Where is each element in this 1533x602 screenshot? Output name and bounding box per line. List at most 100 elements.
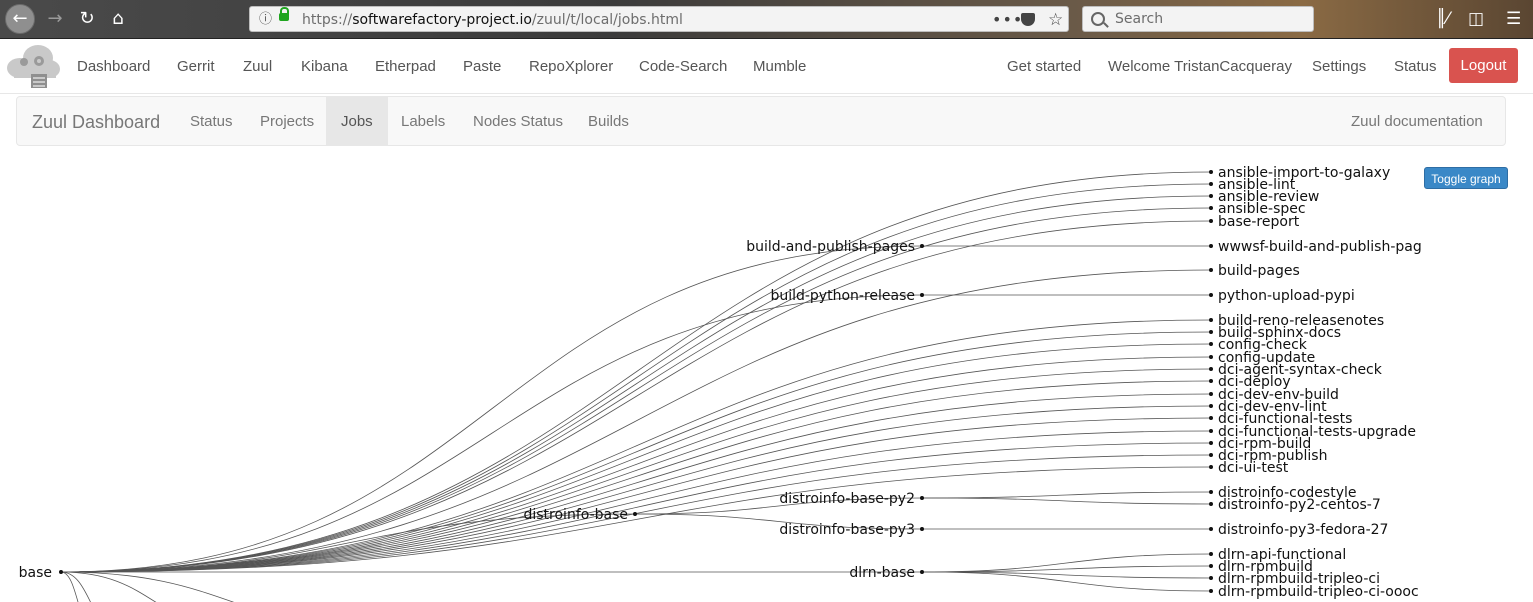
nav-etherpad[interactable]: Etherpad — [375, 58, 436, 75]
tab-projects[interactable]: Projects — [260, 113, 315, 130]
graph-node[interactable]: config-check — [1209, 337, 1308, 353]
graph-node-label[interactable]: dlrn-base — [849, 565, 915, 581]
graph-node-label[interactable]: python-upload-pypi — [1218, 288, 1355, 304]
graph-node-label[interactable]: distroinfo-py2-centos-7 — [1218, 497, 1381, 513]
graph-node[interactable]: dlrn-rpmbuild-tripleo-ci — [1209, 571, 1380, 587]
tab-jobs[interactable]: Jobs — [326, 97, 388, 145]
graph-node-label[interactable]: dci-dev-env-build — [1218, 387, 1339, 403]
info-icon[interactable]: ⓘ — [259, 12, 273, 27]
graph-node[interactable]: dci-dev-env-lint — [1209, 399, 1327, 415]
graph-node[interactable]: build-python-release — [770, 288, 924, 304]
tab-nodes-status[interactable]: Nodes Status — [473, 113, 564, 130]
graph-node-label[interactable]: ansible-spec — [1218, 201, 1306, 217]
graph-node[interactable]: distroinfo-codestyle — [1209, 485, 1356, 501]
graph-node[interactable]: dci-agent-syntax-check — [1209, 362, 1383, 378]
graph-node-label[interactable]: wwwsf-build-and-publish-pag — [1218, 239, 1422, 255]
graph-node-label[interactable]: ansible-review — [1218, 189, 1319, 205]
graph-node-label[interactable]: dci-dev-env-lint — [1218, 399, 1327, 415]
graph-node-label[interactable]: dlrn-api-functional — [1218, 547, 1346, 563]
software-factory-logo-icon[interactable] — [4, 42, 60, 88]
graph-node-label[interactable]: dci-rpm-build — [1218, 436, 1311, 452]
bookmark-star-icon[interactable]: ☆ — [1048, 10, 1064, 30]
graph-node[interactable]: distroinfo-py3-fedora-27 — [1209, 522, 1388, 538]
nav-welcome-user[interactable]: Welcome TristanCacqueray — [1108, 58, 1292, 75]
toggle-graph-button[interactable]: Toggle graph — [1424, 167, 1508, 189]
graph-node-label[interactable]: base-report — [1218, 214, 1300, 230]
graph-node[interactable]: dci-rpm-publish — [1209, 448, 1327, 464]
nav-repoxplorer[interactable]: RepoXplorer — [529, 58, 614, 75]
logout-button[interactable]: Logout — [1449, 48, 1518, 83]
graph-node[interactable]: distroinfo-py2-centos-7 — [1209, 497, 1381, 513]
nav-code-search[interactable]: Code-Search — [639, 58, 728, 75]
graph-node-label[interactable]: build-sphinx-docs — [1218, 325, 1341, 341]
graph-node-label[interactable]: build-reno-releasenotes — [1218, 313, 1384, 329]
forward-icon[interactable]: → — [47, 8, 63, 29]
home-icon[interactable]: ⌂ — [112, 8, 124, 29]
graph-node-label[interactable]: distroinfo-codestyle — [1218, 485, 1356, 501]
nav-kibana[interactable]: Kibana — [301, 58, 348, 75]
graph-node-label[interactable]: dci-deploy — [1218, 374, 1291, 390]
graph-node-label[interactable]: build-pages — [1218, 263, 1300, 279]
graph-node-label[interactable]: distroinfo-base-py3 — [779, 522, 915, 538]
graph-node[interactable]: ansible-import-to-galaxy — [1209, 165, 1390, 181]
graph-node[interactable]: ansible-lint — [1209, 177, 1296, 193]
nav-status[interactable]: Status — [1394, 58, 1437, 75]
graph-node[interactable]: config-update — [1209, 350, 1315, 366]
graph-node-label[interactable]: dci-rpm-publish — [1218, 448, 1327, 464]
graph-node-label[interactable]: dci-functional-tests-upgrade — [1218, 424, 1416, 440]
back-icon[interactable]: ← — [5, 4, 35, 34]
graph-node[interactable]: base — [19, 565, 63, 581]
graph-node-label[interactable]: dci-functional-tests — [1218, 411, 1352, 427]
nav-get-started[interactable]: Get started — [1007, 58, 1082, 75]
tab-builds[interactable]: Builds — [588, 113, 629, 130]
nav-mumble[interactable]: Mumble — [753, 58, 807, 75]
zuul-documentation-link[interactable]: Zuul documentation — [1351, 113, 1483, 130]
graph-node-label[interactable]: ansible-lint — [1218, 177, 1296, 193]
graph-node[interactable]: distroinfo-base-py3 — [779, 522, 924, 538]
graph-node[interactable]: wwwsf-build-and-publish-pag — [1209, 239, 1422, 255]
graph-node[interactable]: build-pages — [1209, 263, 1300, 279]
graph-node-label[interactable]: dlrn-rpmbuild — [1218, 559, 1313, 575]
graph-node[interactable]: dlrn-base — [849, 565, 924, 581]
graph-node-label[interactable]: build-and-publish-pages — [746, 239, 915, 255]
graph-node-label[interactable]: build-python-release — [770, 288, 915, 304]
nav-zuul[interactable]: Zuul — [243, 58, 273, 75]
search-input[interactable]: Search — [1082, 6, 1314, 32]
graph-node-label[interactable]: dci-agent-syntax-check — [1218, 362, 1383, 378]
tab-labels[interactable]: Labels — [401, 113, 446, 130]
graph-node-label[interactable]: dlrn-rpmbuild-tripleo-ci — [1218, 571, 1380, 587]
graph-node-label[interactable]: config-check — [1218, 337, 1308, 353]
graph-node[interactable]: dci-functional-tests-upgrade — [1209, 424, 1416, 440]
graph-node-label[interactable]: distroinfo-py3-fedora-27 — [1218, 522, 1388, 538]
graph-node[interactable]: dci-rpm-build — [1209, 436, 1311, 452]
graph-node-label[interactable]: dci-ui-test — [1218, 460, 1289, 476]
graph-node[interactable]: dci-ui-test — [1209, 460, 1289, 476]
nav-settings[interactable]: Settings — [1312, 58, 1367, 75]
graph-node[interactable]: base-report — [1209, 214, 1300, 230]
graph-node[interactable]: dci-functional-tests — [1209, 411, 1352, 427]
graph-node[interactable]: distroinfo-base — [523, 507, 637, 523]
graph-node[interactable]: build-reno-releasenotes — [1209, 313, 1384, 329]
reload-icon[interactable]: ↻ — [79, 8, 95, 29]
pocket-icon[interactable] — [1021, 13, 1035, 26]
graph-node-label[interactable]: distroinfo-base — [523, 507, 628, 523]
graph-node[interactable]: ansible-review — [1209, 189, 1319, 205]
graph-node-label[interactable]: ansible-import-to-galaxy — [1218, 165, 1390, 181]
graph-node[interactable]: build-sphinx-docs — [1209, 325, 1341, 341]
graph-node[interactable]: build-and-publish-pages — [746, 239, 924, 255]
graph-node[interactable]: ansible-spec — [1209, 201, 1306, 217]
graph-node-label[interactable]: base — [19, 565, 52, 581]
url-text[interactable]: https://softwarefactory-project.io/zuul/… — [302, 7, 683, 33]
address-bar[interactable]: ⓘ https://softwarefactory-project.io/zuu… — [249, 6, 1069, 32]
page-actions-icon[interactable]: ••• — [992, 10, 1024, 29]
graph-node[interactable]: distroinfo-base-py2 — [779, 491, 924, 507]
zuul-dashboard-brand[interactable]: Zuul Dashboard — [32, 112, 161, 132]
nav-dashboard[interactable]: Dashboard — [77, 58, 151, 75]
tab-status[interactable]: Status — [190, 113, 233, 130]
graph-node[interactable]: dlrn-rpmbuild — [1209, 559, 1313, 575]
graph-node[interactable]: dci-dev-env-build — [1209, 387, 1339, 403]
library-icon[interactable]: ║⁄ — [1436, 9, 1450, 29]
nav-paste[interactable]: Paste — [463, 58, 502, 75]
graph-node[interactable]: python-upload-pypi — [1209, 288, 1355, 304]
graph-node-label[interactable]: config-update — [1218, 350, 1315, 366]
